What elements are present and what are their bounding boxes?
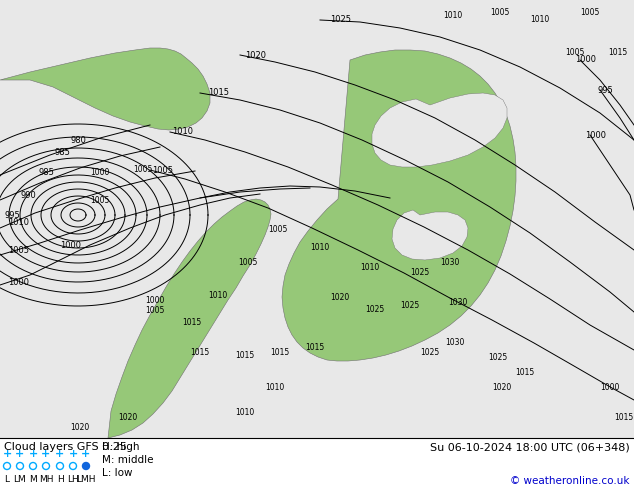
Circle shape [82,463,89,469]
Text: 1025: 1025 [420,348,439,357]
Text: +: + [3,449,11,459]
Text: H: high: H: high [102,442,139,452]
Text: 1000: 1000 [60,241,81,250]
Text: Su 06-10-2024 18:00 UTC (06+348): Su 06-10-2024 18:00 UTC (06+348) [430,442,630,452]
Text: 1000: 1000 [600,383,619,392]
Text: 1015: 1015 [306,343,325,352]
Text: 995: 995 [598,86,614,95]
Text: 1025: 1025 [365,305,385,314]
Text: +: + [68,449,77,459]
Text: 1000: 1000 [575,55,596,64]
Text: 1020: 1020 [493,383,512,392]
Text: 1020: 1020 [330,293,349,302]
Text: © weatheronline.co.uk: © weatheronline.co.uk [510,476,630,486]
Text: L: L [4,474,10,484]
Text: 1015: 1015 [208,88,229,97]
Text: 1005: 1005 [490,8,510,17]
Polygon shape [282,50,516,361]
Text: 1015: 1015 [614,413,633,422]
Text: LMH: LMH [76,474,96,484]
Text: 1020: 1020 [245,51,266,60]
Text: +: + [15,449,25,459]
Text: 1010: 1010 [8,218,29,227]
Text: LH: LH [67,474,79,484]
Text: 1025: 1025 [410,268,430,277]
Text: 1030: 1030 [445,338,465,347]
Text: 1030: 1030 [440,258,460,267]
Text: 1005: 1005 [566,48,585,57]
Text: 980: 980 [70,136,86,145]
Text: 985: 985 [54,148,70,157]
Text: 1010: 1010 [266,383,285,392]
Text: 995: 995 [4,211,20,220]
Text: 1025: 1025 [488,353,508,362]
Text: LM: LM [13,474,27,484]
Text: 1005: 1005 [238,258,257,267]
Text: 1020: 1020 [70,423,89,432]
Polygon shape [392,210,468,260]
Text: 1005: 1005 [133,165,153,174]
Text: 1000: 1000 [8,278,29,287]
Text: 1015: 1015 [190,348,210,357]
Text: 1030: 1030 [448,298,468,307]
Text: 1005: 1005 [152,166,173,175]
Text: L: low: L: low [102,468,133,478]
Text: M: M [29,474,37,484]
Text: 1010: 1010 [531,15,550,24]
Text: 1000: 1000 [90,168,110,177]
Text: 1005: 1005 [145,306,165,315]
Bar [0,0,634,438]
Text: 990: 990 [20,191,36,200]
Text: 1015: 1015 [609,48,628,57]
Polygon shape [372,93,507,167]
Text: 1010: 1010 [360,263,380,272]
Text: 1010: 1010 [209,291,228,300]
Text: 1010: 1010 [443,11,463,20]
Text: +: + [81,449,91,459]
Text: 1015: 1015 [235,351,255,360]
Text: 1010: 1010 [311,243,330,252]
Polygon shape [0,48,210,130]
Text: 1000: 1000 [145,296,165,305]
Text: H: H [56,474,63,484]
Text: 1015: 1015 [515,368,534,377]
Text: 985: 985 [38,168,54,177]
Text: M: middle: M: middle [102,455,153,465]
Text: 1025: 1025 [330,15,351,24]
Text: +: + [55,449,65,459]
Text: 1010: 1010 [235,408,255,417]
Text: 1005: 1005 [268,225,288,234]
Text: 1020: 1020 [119,413,138,422]
Text: 1005: 1005 [90,196,110,205]
Text: 1015: 1015 [183,318,202,327]
Text: 1005: 1005 [580,8,600,17]
Text: +: + [41,449,51,459]
Text: +: + [29,449,37,459]
Polygon shape [108,199,271,438]
Text: MH: MH [39,474,53,484]
Text: Cloud layers GFS 0.25: Cloud layers GFS 0.25 [4,442,127,452]
Text: 1005: 1005 [8,246,29,255]
Text: 1010: 1010 [172,127,193,136]
Text: 1000: 1000 [585,131,606,140]
Bar [0,438,634,490]
Text: 1015: 1015 [270,348,290,357]
Text: 1025: 1025 [401,301,420,310]
